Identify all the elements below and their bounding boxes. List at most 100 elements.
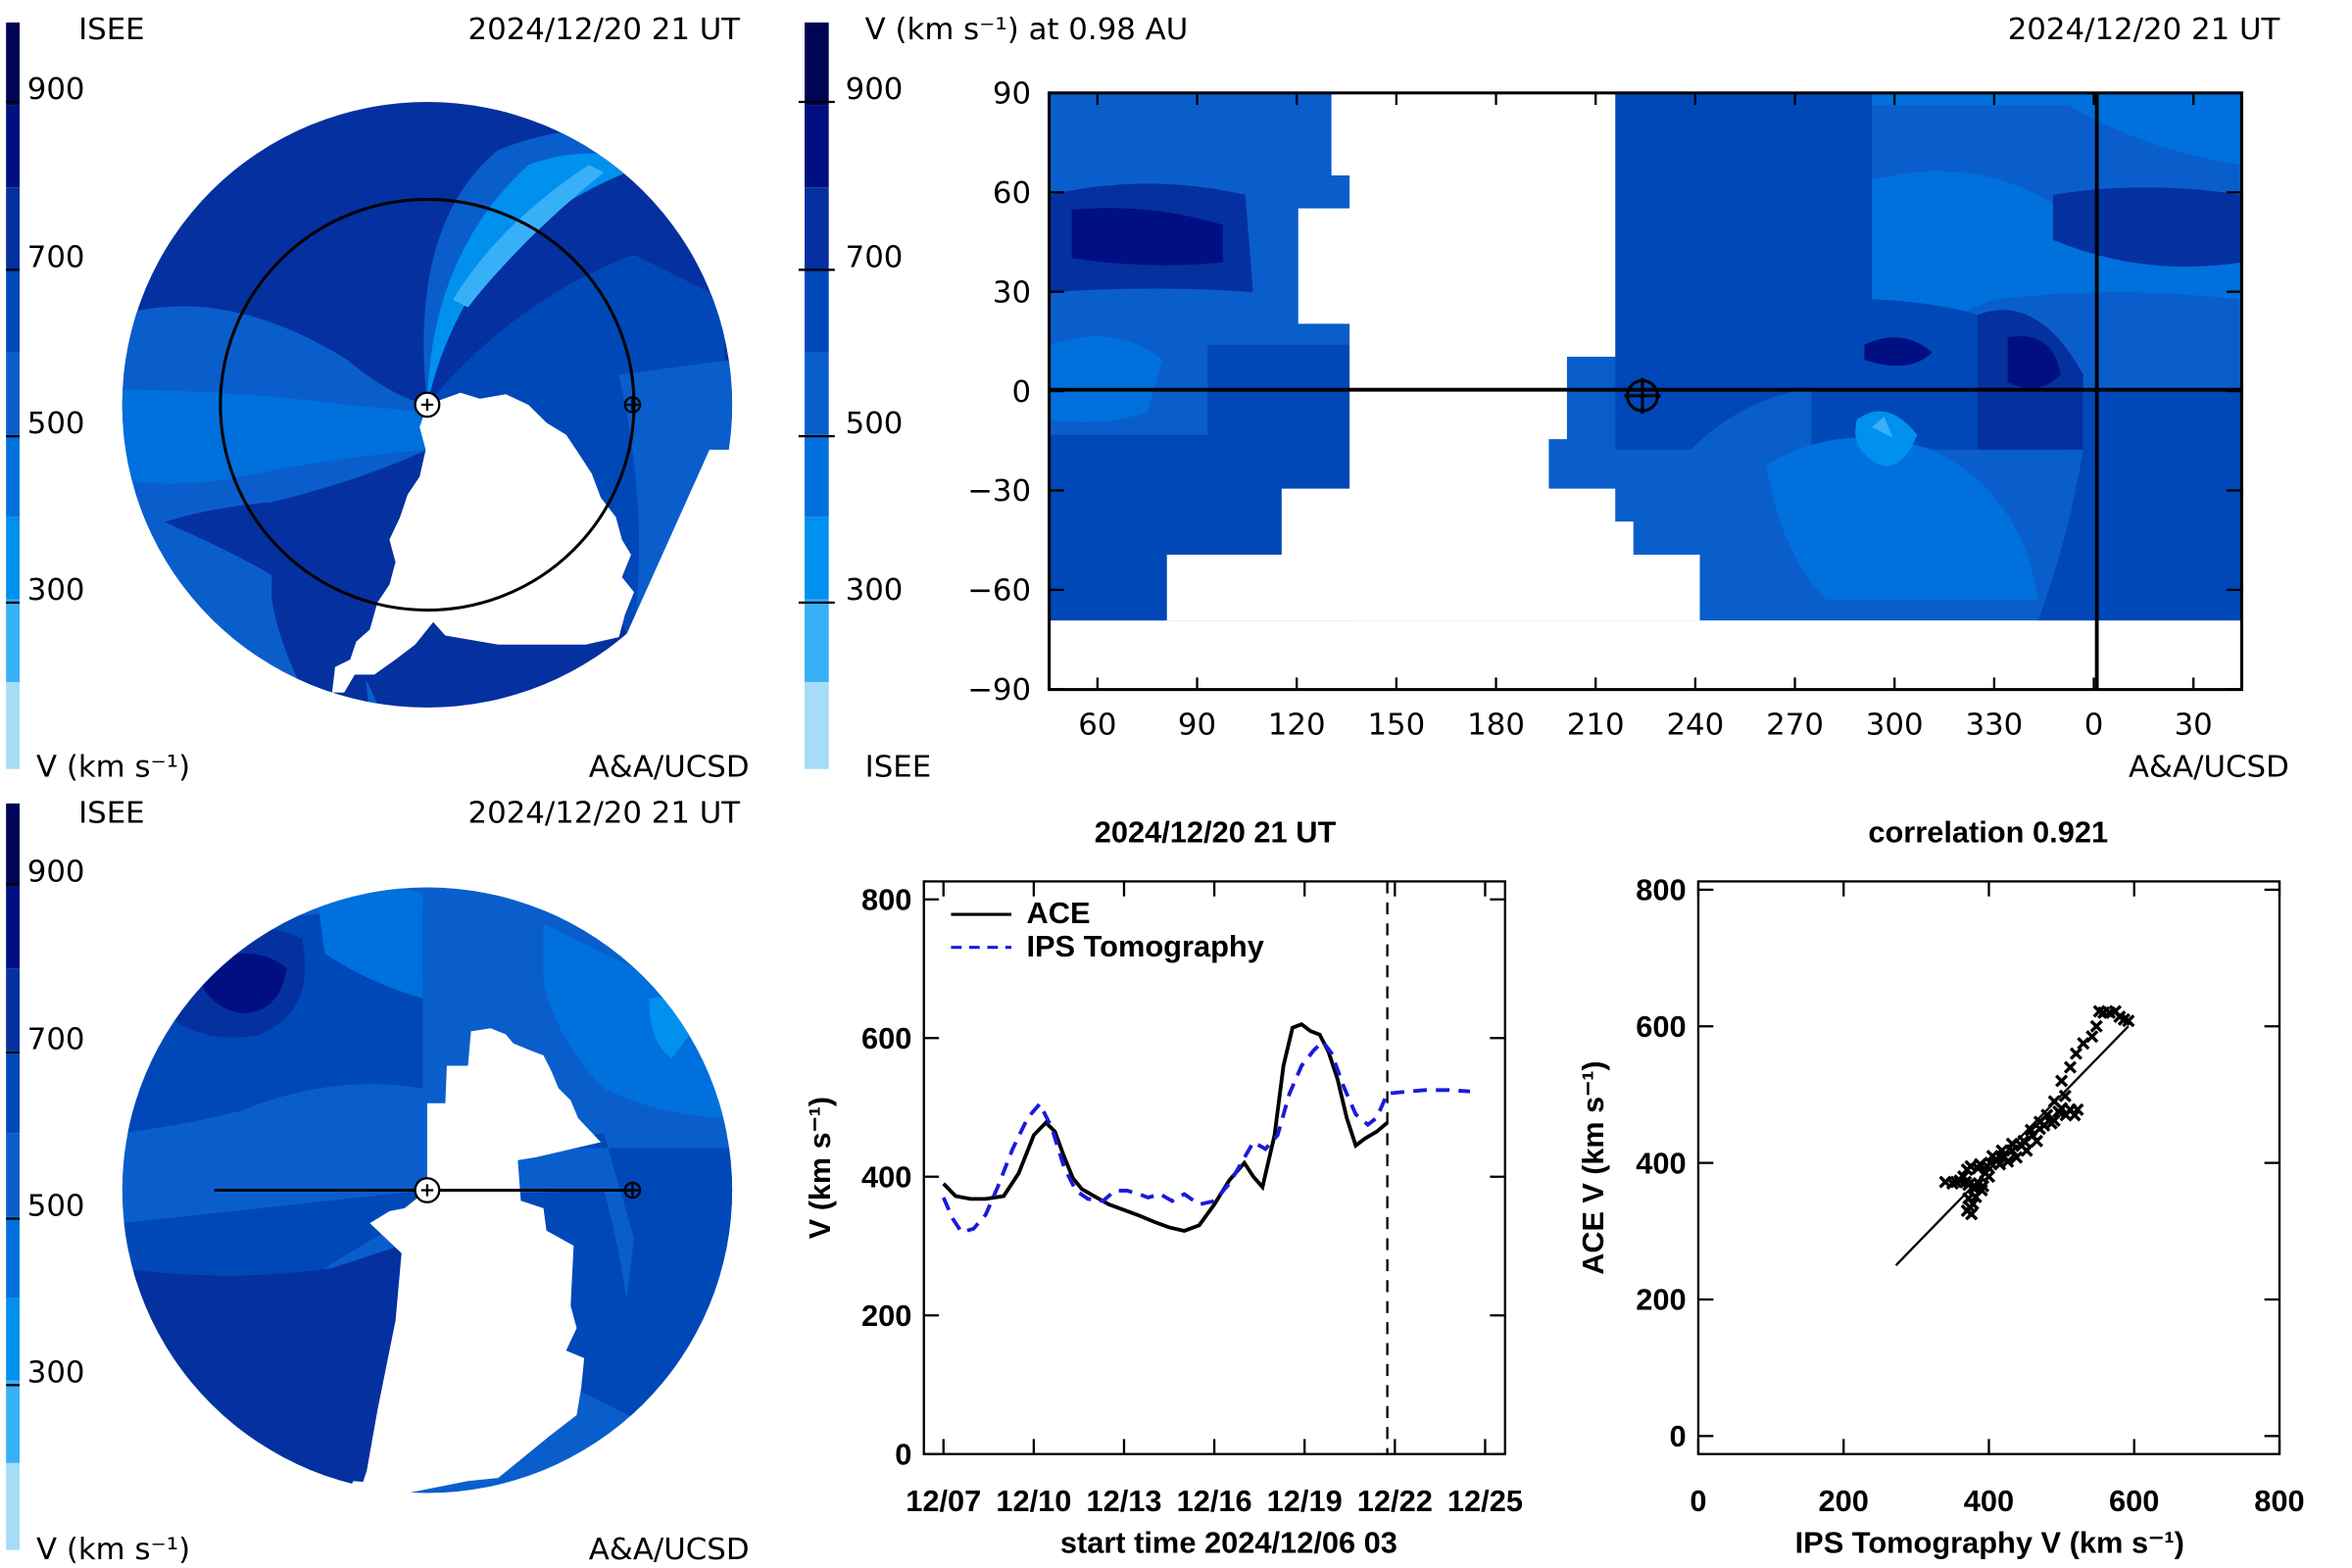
- plot-frame: [922, 880, 1506, 1455]
- x-axis-label: IPS Tomography V (km s⁻¹): [1795, 1526, 2184, 1560]
- scatter-point: [1985, 1150, 1999, 1163]
- scatter-point: [2010, 1151, 2024, 1164]
- y-axis-label: V (km s⁻¹): [803, 1097, 837, 1239]
- colorbar-band: [805, 22, 829, 106]
- y-axis-label: ACE V (km s⁻¹): [1576, 1060, 1610, 1274]
- y-tick-label: 30: [993, 275, 1031, 310]
- colorbar-band: [6, 803, 21, 886]
- scatter-point: [2071, 1102, 2084, 1116]
- colorbar-band: [6, 1462, 21, 1550]
- x-tick-label: 200: [1819, 1484, 1869, 1518]
- y-tick-label: 90: [993, 77, 1031, 112]
- colorbar-band: [6, 105, 21, 188]
- series-line-ace: [942, 1022, 1389, 1233]
- x-tick-label: 30: [2175, 709, 2213, 743]
- y-tick-label: −90: [967, 673, 1031, 708]
- velocity-region: [423, 129, 664, 405]
- scatter-point: [2055, 1074, 2069, 1088]
- x-tick-label: 12/13: [1086, 1484, 1161, 1518]
- timestamp: 2024/12/20 21 UT: [468, 13, 741, 47]
- velocity-region: [513, 1133, 733, 1419]
- x-axis: 60 90 120 150 180 210 240 270 300 330 0 30: [1078, 92, 2213, 743]
- scatter-point: [2001, 1154, 2015, 1168]
- colorbar-band: [6, 516, 21, 600]
- colorbar-band: [6, 187, 21, 270]
- scatter-point: [1966, 1197, 1980, 1210]
- scatter-point: [2020, 1144, 2034, 1157]
- y-tick-label: −30: [967, 474, 1031, 509]
- scatter-point: [2047, 1113, 2061, 1127]
- x-axis-label: start time 2024/12/06 03: [1060, 1526, 1397, 1560]
- colorbar-tick-label: 500: [846, 407, 904, 441]
- velocity-region: [122, 389, 427, 484]
- y-tick-label: 600: [1636, 1009, 1686, 1044]
- scatter-point: [1973, 1157, 1987, 1171]
- y-tick-label: 0: [1011, 375, 1031, 410]
- velocity-region: [317, 887, 423, 999]
- scatter-point: [1975, 1183, 1988, 1198]
- sun-cross-icon: [420, 1184, 434, 1197]
- colorbar-tick-label: 900: [27, 73, 85, 107]
- credit: A&A/UCSD: [589, 750, 750, 784]
- colorbar-band: [805, 352, 829, 435]
- scatter-point: [1956, 1170, 1971, 1184]
- colorbar-band: [6, 22, 21, 106]
- x-tick-label: 12/16: [1177, 1484, 1252, 1518]
- colorbar-band: [6, 434, 21, 517]
- velocity-region: [1207, 344, 1351, 450]
- y-tick-label: 0: [1669, 1419, 1686, 1453]
- label-isee: ISEE: [78, 13, 145, 47]
- x-tick-label: 0: [1690, 1484, 1706, 1518]
- missing-data-mask: [359, 1028, 602, 1501]
- series-line-ips: [941, 1038, 1471, 1235]
- colorbar-band: [6, 681, 21, 769]
- velocity-region: [543, 923, 733, 1119]
- scatter-point: [2017, 1134, 2031, 1148]
- colorbar-band: [6, 599, 21, 682]
- label-isee: ISEE: [78, 797, 145, 831]
- colorbar-band: [6, 1380, 21, 1463]
- colorbar-tick-label: 300: [27, 1355, 85, 1390]
- velocity-region: [1864, 337, 1933, 367]
- missing-data-mask: [341, 1481, 411, 1508]
- x-tick-label: 12/22: [1357, 1484, 1433, 1518]
- legend: ACE IPS Tomography: [951, 896, 1264, 963]
- unit-label: V (km s⁻¹): [36, 1533, 190, 1567]
- x-tick-label: 270: [1766, 709, 1824, 743]
- colorbar-tick-label: 700: [846, 240, 904, 274]
- velocity-region: [1615, 92, 1873, 450]
- points: [1894, 1004, 2135, 1266]
- y-tick-label: 400: [861, 1160, 911, 1195]
- x-tick-label: 0: [2084, 709, 2104, 743]
- x-tick-label: 300: [1866, 709, 1924, 743]
- colorbar-band: [805, 434, 829, 517]
- scatter-point: [2024, 1123, 2038, 1137]
- y-tick-label: 0: [895, 1438, 911, 1472]
- top-left-panel: 900 700 500 300 ISEE 2024/12/20 21 UT V …: [6, 13, 750, 784]
- y-tick-label: −60: [967, 574, 1031, 609]
- y-tick-label: 400: [1636, 1146, 1686, 1180]
- colorbar-tick-label: 500: [27, 1190, 85, 1224]
- scatter-point: [2089, 1019, 2103, 1033]
- colorbar-band: [6, 885, 21, 969]
- scatter-point: [2005, 1137, 2019, 1151]
- map-title: V (km s⁻¹) at 0.98 AU: [865, 13, 1189, 47]
- x-tick-label: 12/25: [1447, 1484, 1523, 1518]
- x-tick-label: 12/19: [1267, 1484, 1343, 1518]
- colorbar-tick-label: 500: [27, 407, 85, 441]
- label-isee: ISEE: [865, 750, 932, 784]
- x-tick-label: 12/10: [996, 1484, 1071, 1518]
- x-tick-label: 90: [1178, 709, 1216, 743]
- chart-title: 2024/12/20 21 UT: [1095, 815, 1337, 850]
- timestamp: 2024/12/20 21 UT: [468, 797, 741, 831]
- velocity-region: [1049, 336, 1163, 422]
- velocity-region: [453, 165, 605, 308]
- velocity-region: [1872, 416, 1893, 438]
- x-tick-label: 150: [1367, 709, 1425, 743]
- sun-cross-icon: [420, 398, 434, 412]
- x-tick-label: 60: [1078, 709, 1116, 743]
- y-tick-label: 200: [861, 1298, 911, 1333]
- x-tick-label: 180: [1467, 709, 1525, 743]
- top-left-colorbar: 900 700 500 300: [6, 22, 85, 769]
